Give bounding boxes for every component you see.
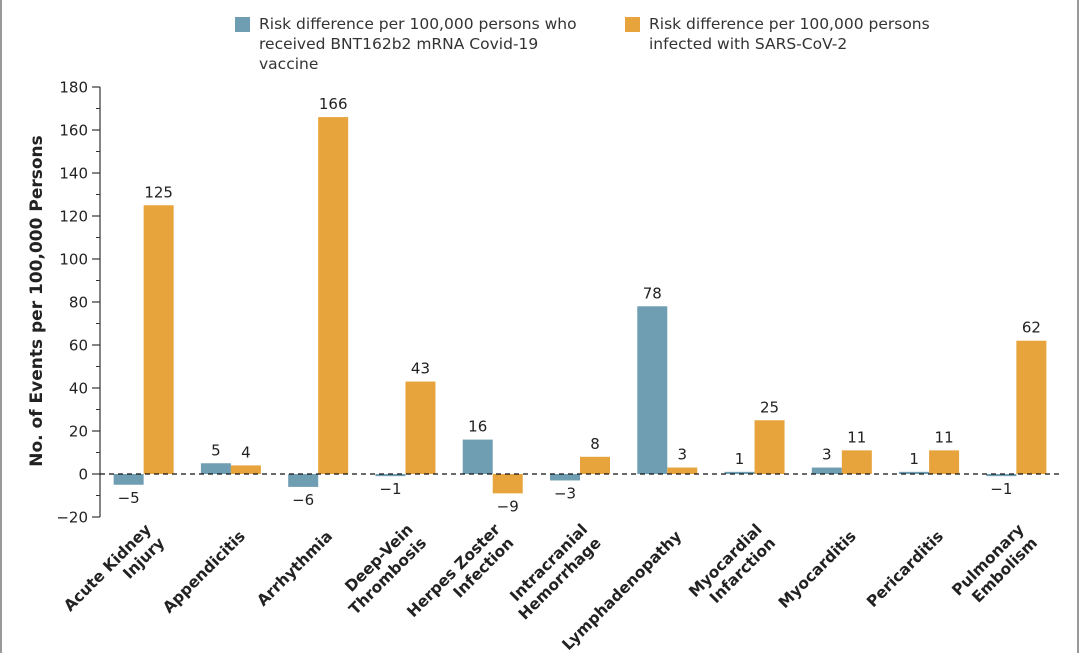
x-tick-label: Appendicitis bbox=[159, 527, 249, 617]
y-tick-label: 100 bbox=[59, 251, 88, 269]
vaccine-bar bbox=[550, 474, 580, 481]
legend-label-vaccine-line-1: Risk difference per 100,000 persons who bbox=[259, 15, 577, 33]
infection-bar bbox=[143, 205, 174, 474]
x-tick-label-line: Arrhythmia bbox=[253, 527, 336, 610]
vaccine-value-label: −1 bbox=[379, 480, 401, 498]
y-tick-label: 80 bbox=[69, 294, 88, 312]
y-tick-label: 180 bbox=[59, 79, 88, 97]
legend-label-vaccine-line-2: received BNT162b2 mRNA Covid-19 vaccine bbox=[259, 35, 539, 73]
vaccine-bar bbox=[811, 467, 842, 474]
x-tick-label: MyocardialInfarction bbox=[685, 520, 779, 614]
y-axis-label: No. of Events per 100,000 Persons bbox=[27, 135, 47, 467]
vaccine-bar bbox=[986, 474, 1017, 477]
infection-value-label: 43 bbox=[411, 360, 430, 378]
legend-label-vaccine: Risk difference per 100,000 persons who … bbox=[259, 14, 599, 74]
vaccine-bar bbox=[113, 474, 144, 485]
infection-bar bbox=[318, 117, 349, 474]
x-tick-label: Arrhythmia bbox=[253, 527, 336, 610]
vaccine-value-label: 1 bbox=[909, 450, 919, 468]
infection-bar bbox=[405, 381, 436, 474]
vaccine-bar bbox=[637, 306, 668, 474]
vaccine-bar bbox=[899, 471, 930, 474]
vaccine-bar bbox=[200, 463, 231, 474]
legend-item-vaccine: Risk difference per 100,000 persons who … bbox=[235, 14, 599, 74]
legend-label-infection: Risk difference per 100,000 persons infe… bbox=[649, 14, 989, 54]
vaccine-value-label: −5 bbox=[118, 489, 140, 507]
legend-label-infection-line-2: infected with SARS-CoV-2 bbox=[649, 35, 848, 53]
vaccine-value-label: −3 bbox=[554, 484, 576, 502]
x-tick-label: Pericarditis bbox=[863, 527, 947, 611]
x-tick-label: PulmonaryEmbolism bbox=[949, 520, 1041, 612]
infection-value-label: 125 bbox=[144, 183, 173, 201]
y-tick-label: −20 bbox=[56, 509, 88, 527]
y-tick-label: 20 bbox=[69, 423, 88, 441]
infection-bar bbox=[1016, 340, 1047, 474]
infection-bar bbox=[492, 474, 523, 494]
bars bbox=[113, 117, 1047, 494]
y-tick-label: 0 bbox=[78, 466, 88, 484]
x-tick-label: Acute KidneyInjury bbox=[60, 520, 168, 628]
vaccine-value-label: 1 bbox=[735, 450, 745, 468]
infection-value-label: 8 bbox=[590, 435, 600, 453]
x-tick-label-line: Myocarditis bbox=[775, 527, 860, 612]
vaccine-value-label: −1 bbox=[990, 480, 1012, 498]
legend-swatch-vaccine bbox=[235, 17, 250, 32]
infection-value-label: 3 bbox=[677, 446, 687, 464]
vaccine-bar bbox=[288, 474, 319, 487]
infection-bar bbox=[667, 467, 698, 474]
infection-value-label: 62 bbox=[1022, 319, 1041, 337]
infection-value-label: 25 bbox=[760, 398, 779, 416]
x-tick-label: Myocarditis bbox=[775, 527, 860, 612]
infection-bar bbox=[841, 450, 872, 474]
infection-value-label: 166 bbox=[319, 95, 348, 113]
vaccine-value-label: −6 bbox=[292, 491, 314, 509]
infection-bar bbox=[929, 450, 960, 474]
x-tick-label-line: Appendicitis bbox=[159, 527, 249, 617]
y-tick-label: 160 bbox=[59, 122, 88, 140]
infection-value-label: 4 bbox=[241, 443, 251, 461]
vaccine-bar bbox=[724, 471, 755, 474]
infection-value-label: 11 bbox=[847, 428, 866, 446]
x-tick-label-line: Pericarditis bbox=[863, 527, 947, 611]
vaccine-value-label: 5 bbox=[211, 441, 221, 459]
infection-value-label: 11 bbox=[935, 428, 954, 446]
vaccine-value-label: 78 bbox=[643, 284, 662, 302]
infection-bar bbox=[754, 420, 785, 474]
vaccine-bar bbox=[462, 439, 493, 474]
legend-swatch-infection bbox=[625, 17, 640, 32]
x-tick-label: IntracranialHemorrhage bbox=[502, 520, 605, 623]
y-tick-label: 140 bbox=[59, 165, 88, 183]
infection-value-label: −9 bbox=[497, 497, 519, 515]
vaccine-value-label: 3 bbox=[822, 446, 832, 464]
vaccine-value-label: 16 bbox=[468, 418, 487, 436]
legend-item-infection: Risk difference per 100,000 persons infe… bbox=[625, 14, 989, 54]
legend-label-infection-line-1: Risk difference per 100,000 persons bbox=[649, 15, 930, 33]
legend: Risk difference per 100,000 persons who … bbox=[0, 14, 1080, 73]
y-axis: −20 0 20 40 60 80 100 120 140 160 180 bbox=[56, 79, 101, 527]
infection-bar bbox=[580, 456, 610, 474]
vaccine-bar bbox=[375, 474, 406, 477]
y-tick-label: 60 bbox=[69, 337, 88, 355]
infection-bar bbox=[230, 465, 261, 474]
y-tick-label: 120 bbox=[59, 208, 88, 226]
y-tick-label: 40 bbox=[69, 380, 88, 398]
